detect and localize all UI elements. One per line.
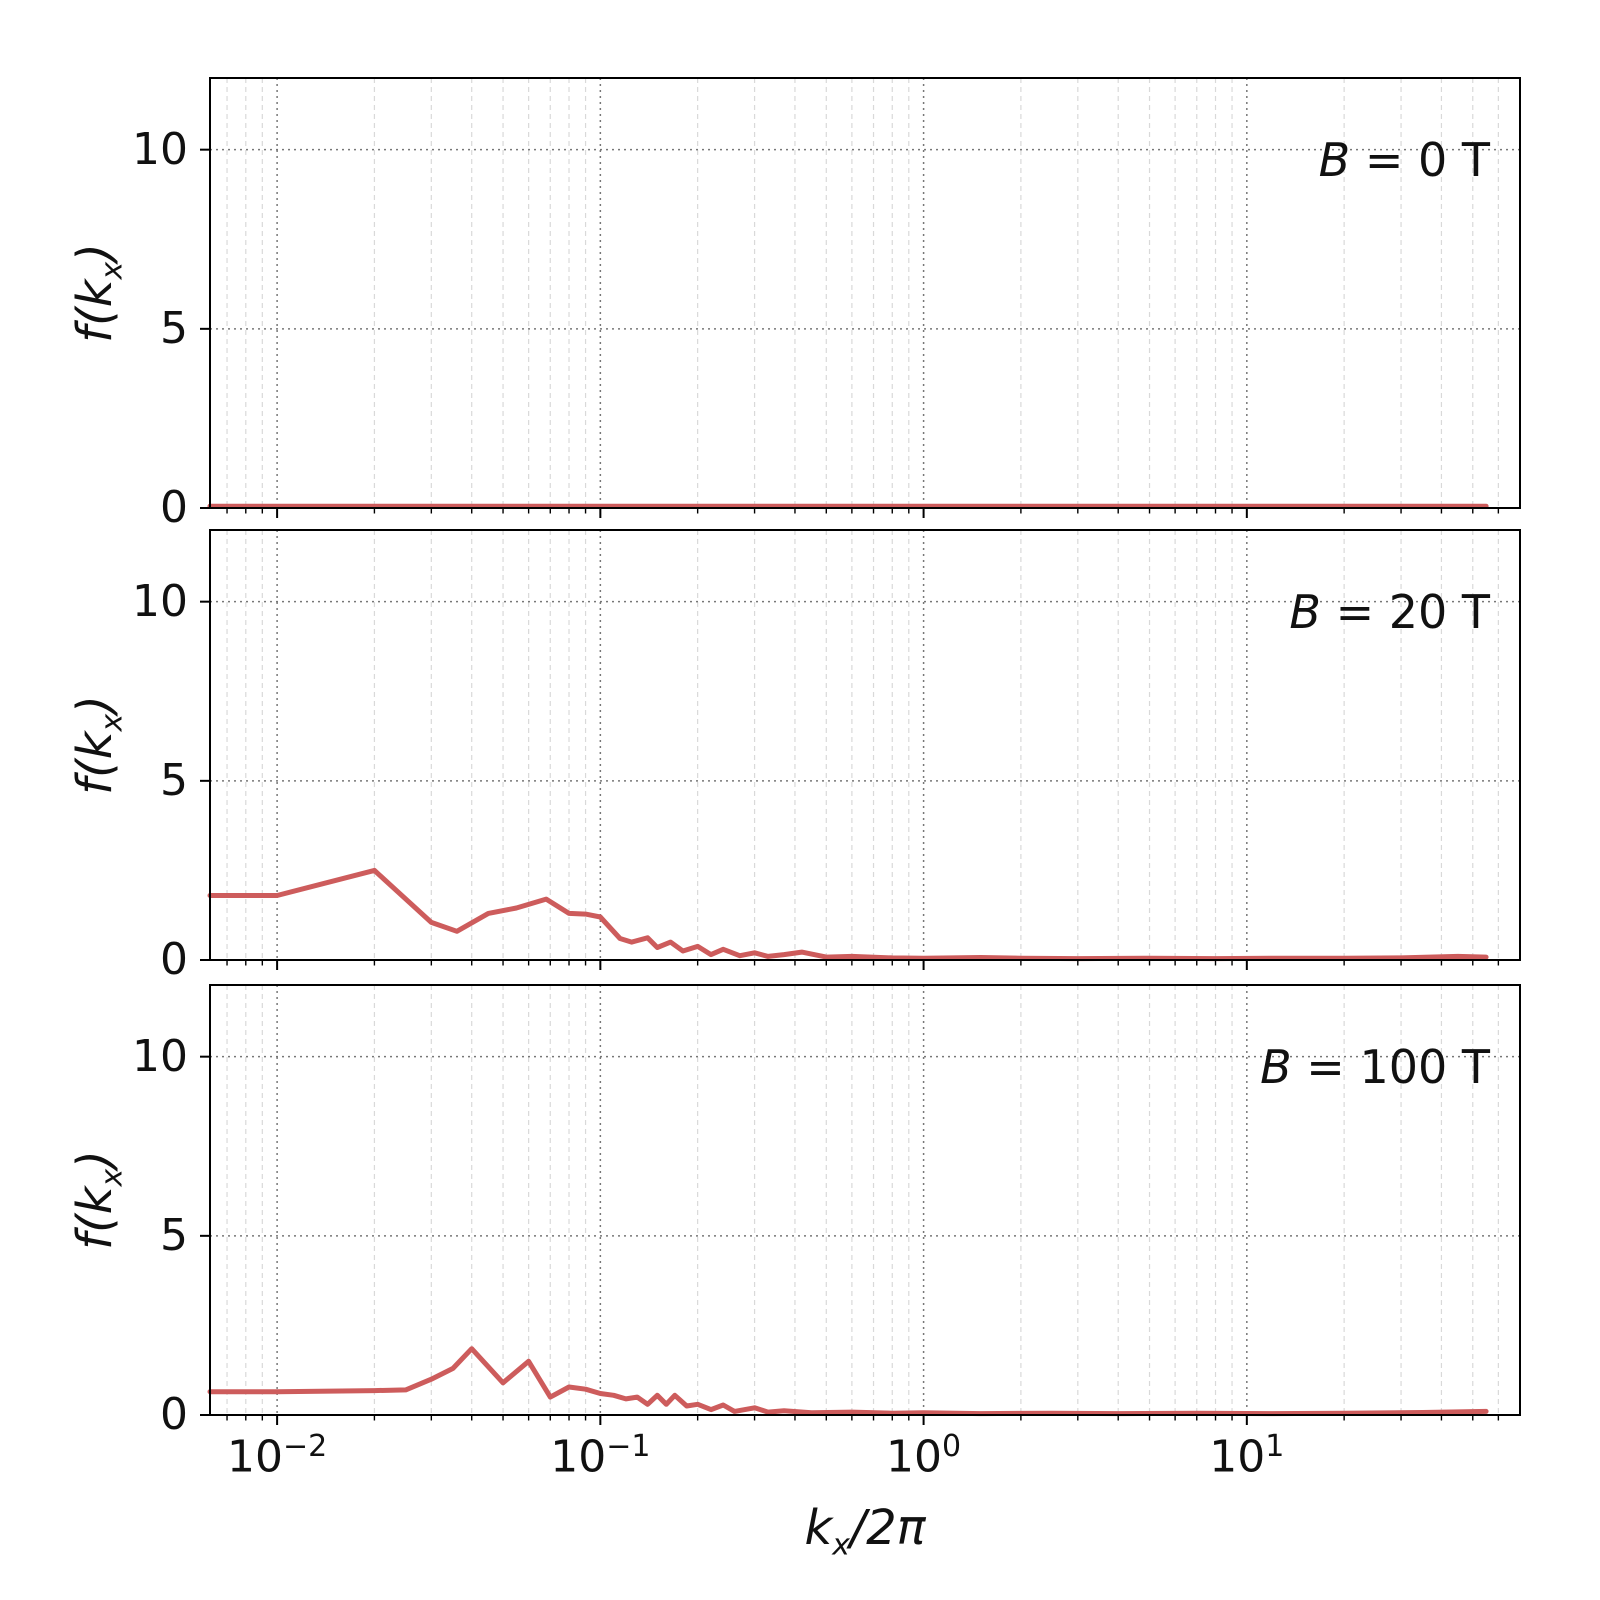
y-tick-label: 0 — [160, 934, 188, 985]
panel-frame — [209, 984, 1521, 1416]
panel-annotation-b100: B = 100 T — [1260, 1040, 1490, 1094]
y-tick-label: 5 — [160, 302, 188, 354]
panel-annotation-b20: B = 20 T — [1289, 585, 1490, 639]
y-tick-label: 0 — [160, 1389, 188, 1440]
x-tick-label: 10−2 — [226, 1429, 328, 1483]
annotation-symbol: B — [1260, 1040, 1292, 1094]
y-tick-label: 10 — [132, 1030, 188, 1082]
x-axis-label: kx/2π — [804, 1500, 926, 1563]
y-tick-label: 5 — [160, 754, 188, 806]
y-tick-label: 0 — [160, 482, 188, 533]
x-tick-label: 100 — [886, 1429, 962, 1483]
panel-frame — [209, 77, 1521, 509]
panel-frame — [209, 529, 1521, 961]
y-axis-label-bottom: f(kx) — [67, 1150, 130, 1250]
y-axis-label-top: f(kx) — [67, 243, 130, 343]
annotation-symbol: B — [1318, 133, 1351, 187]
annotation-text: = 0 T — [1350, 133, 1490, 187]
annotation-text: = 100 T — [1291, 1040, 1490, 1094]
annotation-text: = 20 T — [1320, 585, 1490, 639]
annotation-symbol: B — [1289, 585, 1321, 639]
series-line — [207, 867, 1489, 962]
series-line — [207, 1346, 1489, 1417]
y-tick-label: 10 — [132, 123, 188, 175]
x-tick-label: 10−1 — [550, 1429, 651, 1483]
x-tick-label: 101 — [1209, 1429, 1285, 1483]
y-axis-label-middle: f(kx) — [67, 695, 130, 795]
y-tick-label: 10 — [132, 575, 188, 627]
panel-annotation-b0: B = 0 T — [1319, 133, 1490, 187]
y-tick-label: 5 — [160, 1209, 188, 1261]
